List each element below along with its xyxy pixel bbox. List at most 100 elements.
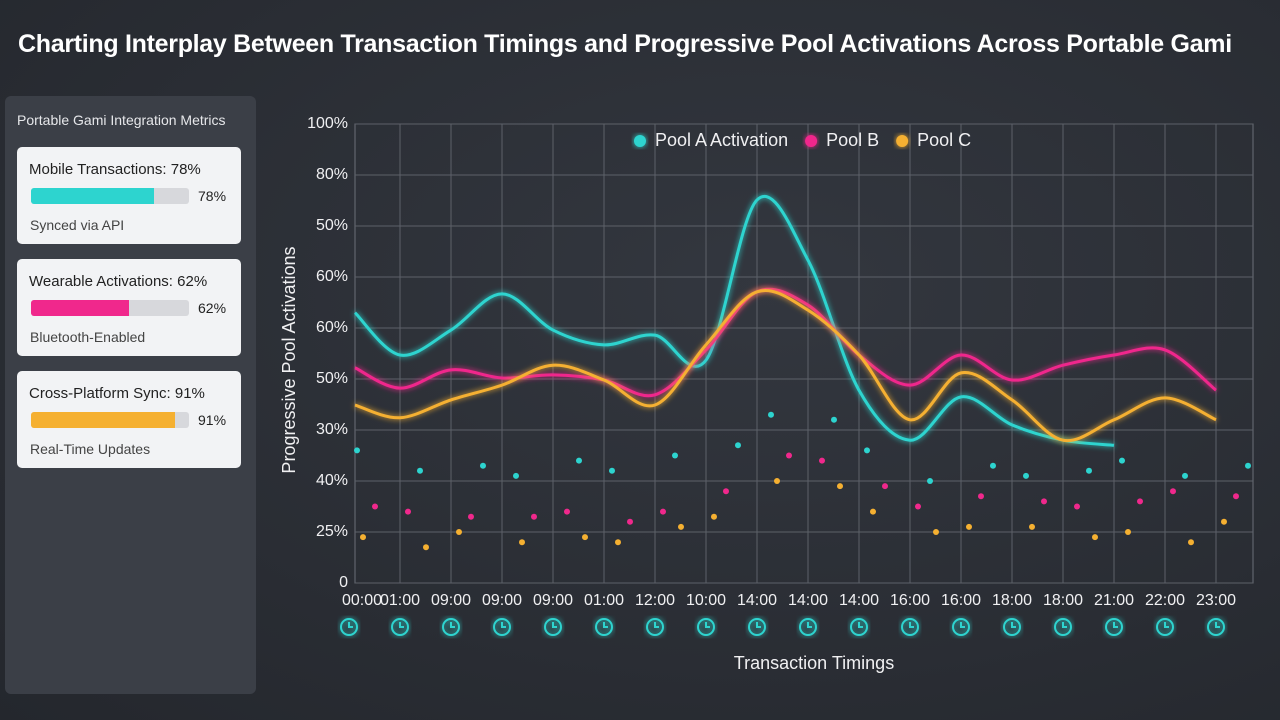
x-tick-label: 01:00 (584, 592, 624, 609)
clock-face (1156, 618, 1174, 636)
scatter-dot (774, 478, 780, 484)
scatter-dot (660, 508, 666, 515)
y-tick-label: 30% (316, 421, 348, 438)
scatter-dot (423, 544, 429, 551)
scatter-dot (819, 457, 825, 464)
x-tick-label: 23:00 (1196, 592, 1236, 609)
scatter-dot (1245, 462, 1251, 469)
legend-marker (805, 135, 818, 147)
clock-face (493, 618, 511, 636)
x-tick-label: 14:00 (788, 592, 828, 609)
y-tick-label: 100% (307, 115, 348, 132)
scatter-dot (582, 534, 588, 541)
metric-card: Wearable Activations: 62% 62% Bluetooth-En… (17, 259, 241, 356)
metric-value: 91% (198, 412, 227, 428)
metric-note: Bluetooth-Enabled (30, 329, 146, 345)
clock-hands (501, 622, 506, 628)
clock-face (1003, 618, 1021, 636)
y-tick-label: 50% (316, 370, 348, 387)
clock-icon (544, 618, 562, 636)
scatter-dot (672, 452, 678, 459)
x-tick-label: 00:00 (342, 592, 382, 609)
clock-face (391, 618, 409, 636)
scatter-dot (1041, 498, 1047, 505)
x-tick-label: 21:00 (1094, 592, 1134, 609)
scatter-dot (723, 488, 729, 495)
scatter-dot (831, 416, 837, 423)
clock-icon (595, 618, 613, 636)
clock-hands (1215, 622, 1220, 628)
clock-hands (1011, 622, 1016, 628)
clock-icon (1054, 618, 1072, 636)
clock-face (646, 618, 664, 636)
clock-hands (552, 622, 557, 628)
x-tick-label: 22:00 (1145, 592, 1185, 609)
clock-hands (1164, 622, 1169, 628)
x-tick-label: 16:00 (941, 592, 981, 609)
series-line (354, 287, 1217, 398)
clock-icon (748, 618, 766, 636)
y-tick-label: 25% (316, 523, 348, 540)
clock-face (340, 618, 358, 636)
scatter-dot (519, 539, 525, 546)
legend-label: Pool C (917, 130, 971, 150)
clock-hands (348, 622, 353, 628)
y-tick-label: 0 (339, 574, 348, 591)
clock-hands (909, 622, 914, 628)
clock-icon (493, 618, 511, 636)
x-tick-label: 18:00 (1043, 592, 1083, 609)
x-tick-label: 18:00 (992, 592, 1032, 609)
scatter-dot (1170, 488, 1176, 495)
scatter-dot (837, 483, 843, 490)
clock-hands (960, 622, 965, 628)
series-line (353, 195, 1115, 447)
scatter-dot (405, 508, 411, 515)
y-axis-title: Progressive Pool Activations (279, 246, 299, 473)
x-axis-title: Transaction Timings (734, 653, 894, 673)
x-tick-label: 14:00 (839, 592, 879, 609)
clock-hands (858, 622, 863, 628)
scatter-dot (1074, 503, 1080, 510)
scatter-dot (978, 493, 984, 500)
scatter-dot (678, 523, 684, 530)
scatter-dot (864, 447, 870, 454)
scatter-dot (927, 478, 933, 484)
clock-face (748, 618, 766, 636)
clock-face (595, 618, 613, 636)
scatter-dot (933, 529, 939, 535)
clock-hands (603, 622, 608, 628)
scatter-dot (870, 508, 876, 515)
progress-fill (31, 300, 129, 316)
clock-icon (901, 618, 919, 636)
progress-fill (31, 188, 155, 204)
clock-face (544, 618, 562, 636)
clock-icon (1003, 618, 1021, 636)
y-tick-label: 60% (316, 268, 348, 285)
clock-hands (705, 622, 710, 628)
clock-icon (1207, 618, 1225, 636)
clock-hands (654, 622, 659, 628)
legend-marker (896, 135, 909, 147)
progress-track (31, 188, 189, 204)
clock-face (850, 618, 868, 636)
x-tick-label: 16:00 (890, 592, 930, 609)
clock-face (901, 618, 919, 636)
clock-face (1105, 618, 1123, 636)
scatter-dot (1188, 539, 1194, 546)
clock-hands (1062, 622, 1067, 628)
metric-value: 62% (198, 300, 227, 316)
scatter-dot (1221, 518, 1227, 525)
clock-hands (756, 622, 761, 628)
metric-label: Wearable Activations: 62% (29, 273, 208, 290)
scatter-dot (372, 503, 378, 510)
clock-icon (1105, 618, 1123, 636)
legend-marker (634, 135, 646, 147)
metric-card: Mobile Transactions: 78% 78% Synced via AP… (17, 147, 241, 244)
x-tick-label: 01:00 (380, 592, 420, 609)
scatter-dot (1029, 523, 1035, 530)
progress-track (31, 300, 189, 316)
metric-note: Synced via API (30, 217, 125, 233)
x-tick-label: 09:00 (482, 592, 522, 609)
progress-fill (31, 412, 175, 428)
